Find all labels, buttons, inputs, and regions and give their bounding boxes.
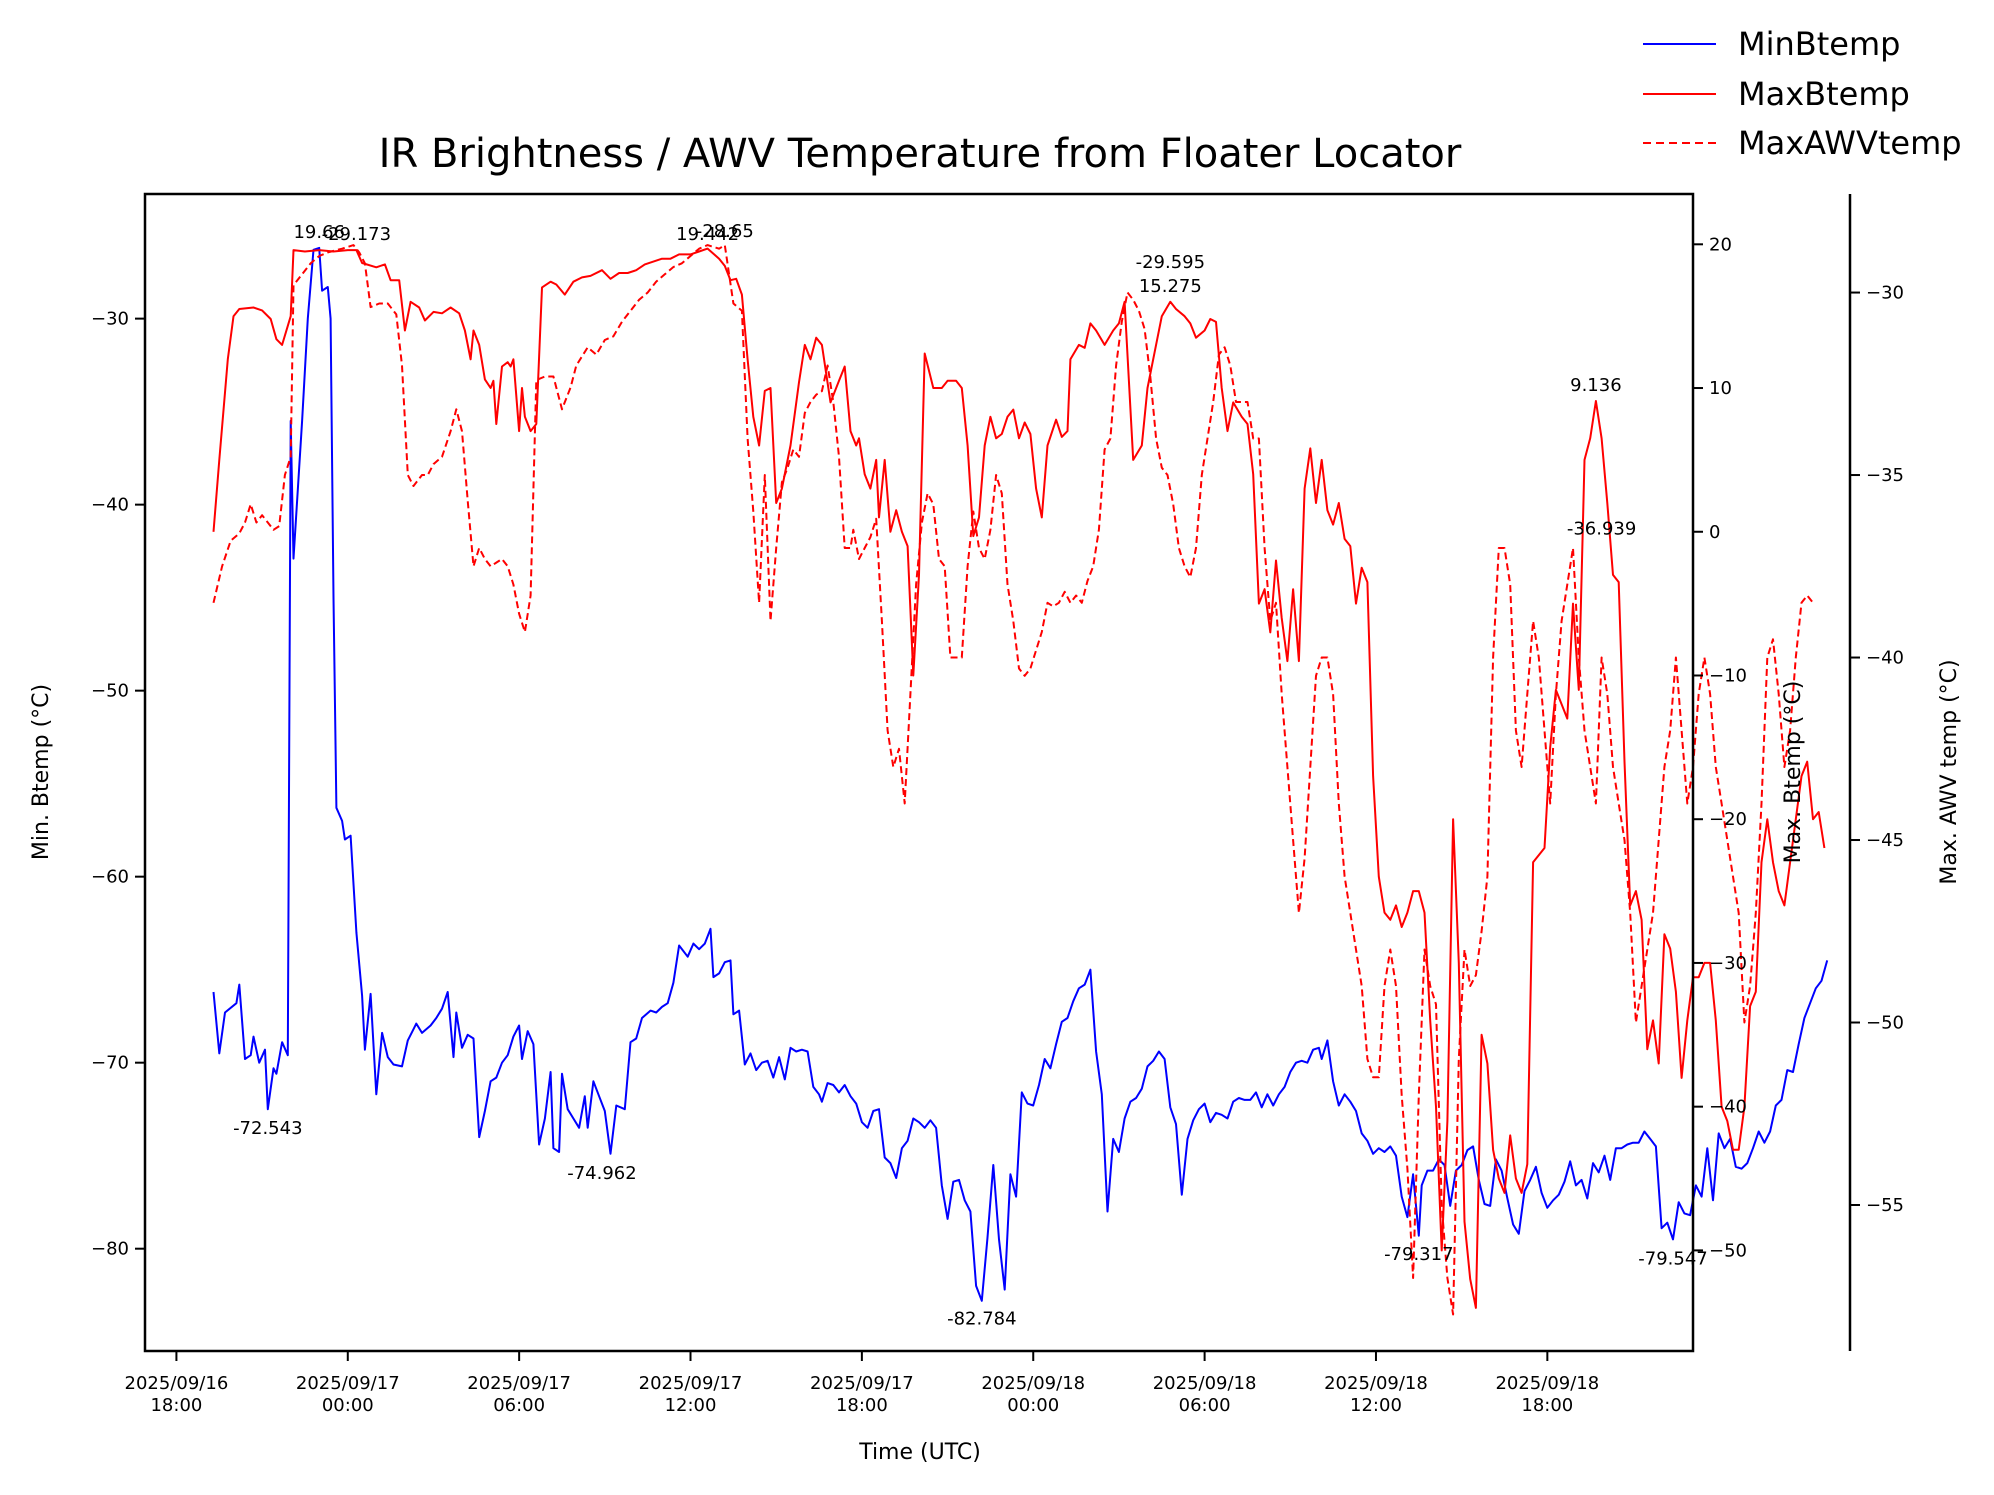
right1-axis: 20 10 0 −10 −20 −30 −40 −50: [1693, 234, 1747, 1261]
right2-tick-label: −35: [1866, 465, 1904, 486]
x-tick-label: 2025/09/17: [296, 1373, 400, 1394]
left-tick-label: −60: [91, 867, 129, 888]
x-axis: 2025/09/1618:002025/09/1700:002025/09/17…: [125, 1351, 1599, 1416]
x-tick-label: 2025/09/16: [125, 1373, 229, 1394]
x-tick-label: 06:00: [493, 1395, 545, 1416]
right1-tick-label: −40: [1709, 1097, 1747, 1118]
left-tick-label: −30: [91, 309, 129, 330]
right2-axis: −30 −35 −40 −45 −50 −55: [1850, 283, 1904, 1216]
left-tick-label: −80: [91, 1239, 129, 1260]
right2-tick-label: −55: [1866, 1195, 1904, 1216]
data-annotations: -72.543 -74.962 -82.784 -79.317 -79.547 19.66…: [233, 221, 1708, 1329]
legend-label-maxbtemp: MaxBtemp: [1738, 75, 1910, 113]
data-label: -82.784: [947, 1308, 1016, 1329]
x-tick-label: 06:00: [1179, 1395, 1231, 1416]
left-tick-label: −50: [91, 681, 129, 702]
x-tick-label: 2025/09/17: [467, 1373, 571, 1394]
series-line-minbtemp: [212, 246, 1829, 1302]
x-tick-label: 2025/09/18: [1324, 1373, 1428, 1394]
x-tick-label: 12:00: [665, 1395, 717, 1416]
plot-frame: [143, 192, 1695, 1353]
right1-tick-label: 10: [1709, 378, 1732, 399]
x-tick-label: 18:00: [836, 1395, 888, 1416]
data-label: 19.442: [676, 224, 739, 245]
data-label: -29.595: [1136, 252, 1205, 273]
data-label: -28.65: [696, 221, 754, 242]
right1-tick-label: −50: [1709, 1240, 1747, 1261]
x-tick-label: 2025/09/17: [810, 1373, 914, 1394]
right2-tick-label: −50: [1866, 1013, 1904, 1034]
x-tick-label: 00:00: [322, 1395, 374, 1416]
right2-tick-label: −30: [1866, 283, 1904, 304]
x-tick-label: 2025/09/18: [981, 1373, 1085, 1394]
chart-title: IR Brightness / AWV Temperature from Flo…: [379, 131, 1462, 177]
series-lines: [212, 244, 1829, 1316]
data-label: -29.173: [322, 224, 391, 245]
x-axis-label: Time (UTC): [858, 1440, 981, 1465]
legend-label-minbtemp: MinBtemp: [1738, 25, 1900, 63]
right1-axis-label: Max. Btemp (°C): [1781, 681, 1806, 864]
legend: MinBtemp MaxBtemp MaxAWVtemp: [1643, 25, 1962, 162]
data-label: -36.939: [1567, 518, 1636, 539]
x-tick-label: 18:00: [150, 1395, 202, 1416]
left-tick-label: −70: [91, 1053, 129, 1074]
x-tick-label: 2025/09/18: [1495, 1373, 1599, 1394]
x-tick-label: 12:00: [1350, 1395, 1402, 1416]
right1-tick-label: −10: [1709, 665, 1747, 686]
data-label: -79.317: [1384, 1244, 1453, 1265]
right1-tick-label: 20: [1709, 234, 1732, 255]
x-tick-label: 00:00: [1007, 1395, 1059, 1416]
series-line-maxbtemp: [212, 247, 1826, 1309]
x-tick-label: 2025/09/17: [639, 1373, 743, 1394]
legend-label-maxawvtemp: MaxAWVtemp: [1738, 124, 1962, 162]
right1-tick-label: −30: [1709, 953, 1747, 974]
right2-tick-label: −40: [1866, 648, 1904, 669]
left-axis: −30 −40 −50 −60 −70 −80: [91, 309, 145, 1260]
series-line-maxawvtemp: [212, 244, 1814, 1316]
right2-axis-label: Max. AWV temp (°C): [1937, 659, 1962, 884]
left-tick-label: −40: [91, 495, 129, 516]
left-axis-label: Min. Btemp (°C): [29, 684, 54, 860]
data-label: -74.962: [567, 1163, 636, 1184]
data-label: -79.547: [1638, 1248, 1707, 1269]
right2-tick-label: −45: [1866, 830, 1904, 851]
x-tick-label: 2025/09/18: [1153, 1373, 1257, 1394]
data-label: 15.275: [1139, 276, 1202, 297]
data-label: 9.136: [1570, 375, 1622, 396]
x-tick-label: 18:00: [1521, 1395, 1573, 1416]
right1-tick-label: 0: [1709, 522, 1720, 543]
data-label: 19.66: [293, 222, 345, 243]
right1-tick-label: −20: [1709, 809, 1747, 830]
data-label: -72.543: [233, 1118, 302, 1139]
